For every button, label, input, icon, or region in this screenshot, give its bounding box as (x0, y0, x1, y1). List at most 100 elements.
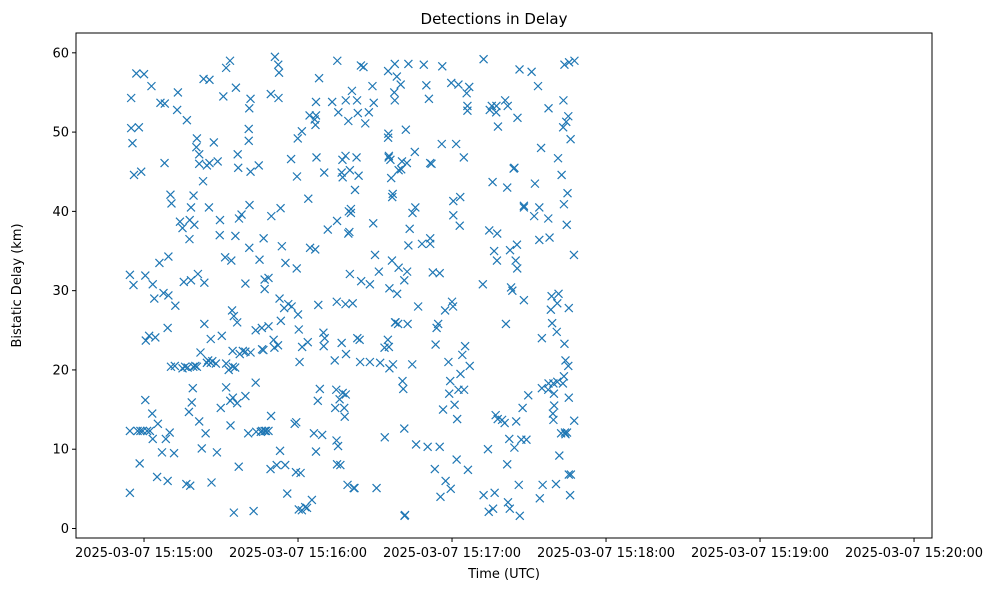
data-point (338, 155, 347, 165)
data-point (215, 215, 225, 225)
data-point (479, 490, 489, 500)
data-point (392, 72, 402, 82)
data-point (194, 417, 204, 426)
data-point (297, 342, 307, 352)
x-axis-label: Time (UTC) (467, 567, 540, 582)
data-point (452, 455, 462, 464)
data-point (399, 275, 409, 285)
data-point (566, 134, 576, 144)
data-point (405, 224, 415, 234)
data-point (519, 202, 529, 212)
data-point (233, 149, 243, 159)
data-point (138, 426, 148, 436)
data-point (365, 279, 375, 289)
data-point (563, 188, 572, 198)
data-point (444, 389, 454, 399)
y-axis-label: Bistatic Delay (km) (10, 223, 25, 347)
data-point (385, 155, 395, 165)
data-point (163, 323, 173, 333)
data-point (537, 333, 547, 343)
data-point (398, 376, 407, 386)
data-point (264, 273, 273, 283)
data-point (364, 107, 374, 117)
data-point (303, 337, 313, 347)
data-point (293, 134, 303, 143)
data-point (152, 472, 162, 482)
data-point (338, 172, 348, 182)
data-point (553, 153, 563, 163)
data-point (484, 507, 494, 517)
data-point (160, 99, 170, 108)
y-tick-label: 40 (52, 205, 69, 220)
data-point (327, 97, 337, 107)
data-point (500, 418, 510, 428)
data-point (274, 93, 283, 103)
data-point (346, 204, 356, 214)
data-point (431, 340, 441, 349)
data-point (159, 288, 168, 298)
data-point (163, 476, 173, 486)
data-point (258, 345, 268, 355)
x-tick-label: 2025-03-07 15:20:00 (845, 546, 983, 561)
data-point (383, 335, 393, 345)
data-point (187, 398, 197, 407)
data-point (355, 357, 365, 367)
data-point (167, 199, 176, 208)
data-point (399, 424, 409, 434)
data-point (309, 428, 319, 438)
data-point (407, 359, 417, 369)
data-point (125, 488, 135, 498)
data-point (240, 279, 250, 288)
data-point (354, 171, 364, 181)
data-point (391, 317, 400, 327)
data-point (319, 341, 329, 351)
data-point (139, 69, 149, 79)
data-point (424, 94, 434, 104)
data-point (184, 407, 194, 417)
data-point (421, 80, 431, 90)
data-point (419, 60, 429, 70)
data-point (511, 256, 521, 265)
data-point (559, 199, 569, 209)
data-point (135, 459, 145, 468)
data-point (189, 220, 199, 230)
data-point (305, 111, 314, 120)
data-point (564, 303, 574, 313)
data-point (440, 306, 450, 315)
data-point (448, 210, 458, 220)
data-point (346, 208, 356, 218)
data-point (202, 358, 212, 368)
data-point (196, 348, 205, 357)
data-point (413, 302, 423, 311)
data-point (213, 157, 223, 166)
data-point (178, 223, 187, 233)
y-tick-label: 30 (52, 284, 69, 299)
data-point (518, 403, 528, 413)
data-point (348, 298, 358, 308)
data-point (264, 426, 273, 436)
data-point (456, 369, 465, 379)
data-point (240, 391, 250, 401)
data-point (313, 396, 323, 406)
data-point (234, 214, 244, 223)
data-point (173, 88, 183, 97)
data-point (563, 361, 573, 371)
data-point (201, 428, 211, 438)
data-point (384, 342, 394, 352)
data-point (368, 81, 377, 91)
data-point (302, 503, 312, 513)
data-point (331, 385, 341, 395)
data-point (191, 142, 201, 152)
data-point (569, 250, 579, 260)
data-point (343, 116, 353, 126)
data-point (569, 416, 579, 426)
data-point (296, 468, 306, 478)
data-point (448, 302, 458, 311)
data-point (446, 484, 456, 494)
data-point (455, 192, 465, 202)
data-point (538, 480, 548, 490)
data-point (266, 464, 275, 474)
data-point (535, 493, 545, 503)
data-point (493, 122, 503, 131)
data-point (153, 419, 163, 429)
